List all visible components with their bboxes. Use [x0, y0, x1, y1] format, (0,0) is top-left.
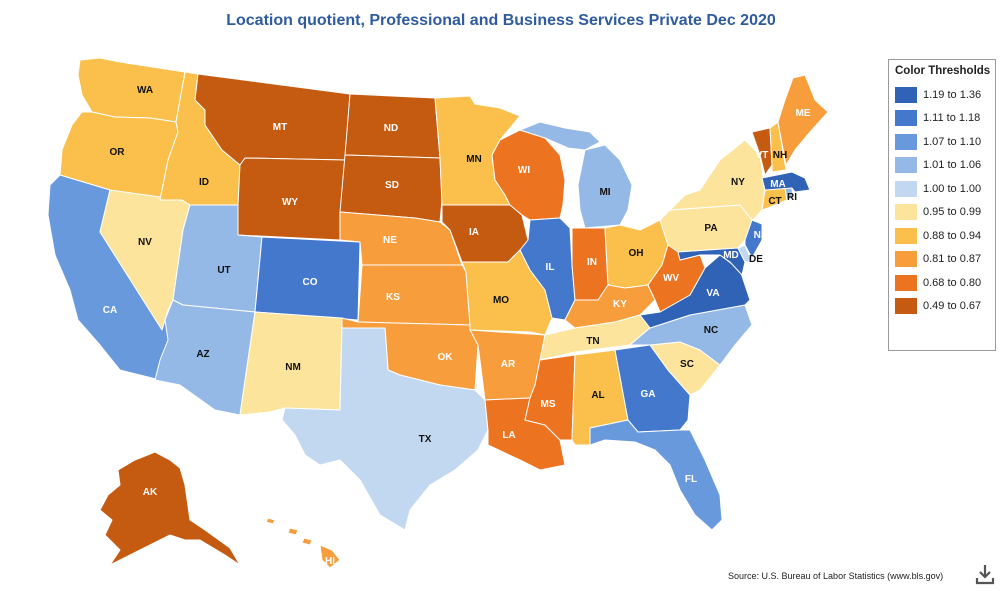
- legend-item: 0.81 to 0.87: [889, 248, 995, 272]
- legend-swatch: [895, 274, 917, 291]
- legend-swatch: [895, 110, 917, 127]
- state-NH[interactable]: [769, 121, 787, 173]
- legend-item: 0.49 to 0.67: [889, 295, 995, 319]
- legend-swatch: [895, 298, 917, 315]
- legend-item: 1.00 to 1.00: [889, 177, 995, 201]
- legend-swatch: [895, 157, 917, 174]
- state-NY[interactable]: [669, 139, 766, 221]
- state-KS[interactable]: [357, 264, 471, 326]
- state-NM[interactable]: [239, 311, 343, 416]
- state-IN[interactable]: [571, 227, 609, 301]
- legend-label: 0.88 to 0.94: [923, 229, 982, 242]
- legend-label: 0.95 to 0.99: [923, 206, 982, 219]
- legend-swatch: [895, 251, 917, 268]
- state-ND[interactable]: [344, 93, 441, 159]
- state-VT[interactable]: [751, 127, 773, 176]
- legend-label: 0.81 to 0.87: [923, 253, 982, 266]
- state-AZ[interactable]: [154, 299, 256, 416]
- legend-label: 0.49 to 0.67: [923, 300, 982, 313]
- state-AK[interactable]: [99, 451, 241, 566]
- legend-swatch: [895, 180, 917, 197]
- map-title: Location quotient, Professional and Busi…: [226, 12, 776, 29]
- legend-swatch: [895, 227, 917, 244]
- legend-label: 1.11 to 1.18: [923, 112, 981, 125]
- source-note: Source: U.S. Bureau of Labor Statistics …: [728, 571, 944, 581]
- legend-item: 0.88 to 0.94: [889, 224, 995, 248]
- legend-label: 0.68 to 0.80: [923, 276, 982, 289]
- legend-label: 1.01 to 1.06: [923, 159, 982, 172]
- legend-item: 1.19 to 1.36: [889, 83, 995, 107]
- state-MO[interactable]: [461, 249, 553, 336]
- legend-item: 1.01 to 1.06: [889, 154, 995, 178]
- state-PA[interactable]: [659, 204, 753, 253]
- state-DE[interactable]: [737, 244, 753, 263]
- legend-title: Color Thresholds: [895, 65, 991, 77]
- legend-label: 1.00 to 1.00: [923, 182, 982, 195]
- legend-label: 1.19 to 1.36: [923, 88, 982, 101]
- legend-swatch: [895, 133, 917, 150]
- state-MI-up[interactable]: [519, 121, 601, 151]
- legend-item: 0.95 to 0.99: [889, 201, 995, 225]
- state-MA[interactable]: [761, 171, 811, 193]
- color-thresholds-legend: Color Thresholds 1.19 to 1.36 1.11 to 1.1…: [888, 59, 996, 351]
- legend-label: 1.07 to 1.10: [923, 135, 982, 148]
- state-HI[interactable]: [319, 544, 341, 569]
- legend-swatch: [895, 204, 917, 221]
- state-MI[interactable]: [577, 144, 633, 229]
- legend-item: 0.68 to 0.80: [889, 271, 995, 295]
- legend-item: 1.11 to 1.18: [889, 107, 995, 131]
- legend-item: 1.07 to 1.10: [889, 130, 995, 154]
- download-icon[interactable]: [974, 562, 996, 586]
- state-FL[interactable]: [589, 419, 723, 531]
- legend-swatch: [895, 86, 917, 103]
- state-CT[interactable]: [761, 187, 788, 211]
- state-TX[interactable]: [281, 327, 489, 531]
- state-IL[interactable]: [519, 217, 576, 321]
- state-HI-islands[interactable]: [265, 517, 313, 546]
- state-ME[interactable]: [777, 74, 829, 166]
- state-NJ[interactable]: [744, 219, 763, 259]
- state-CO[interactable]: [254, 236, 361, 321]
- state-RI[interactable]: [784, 187, 794, 201]
- state-SD[interactable]: [339, 154, 443, 223]
- state-WY[interactable]: [237, 157, 346, 241]
